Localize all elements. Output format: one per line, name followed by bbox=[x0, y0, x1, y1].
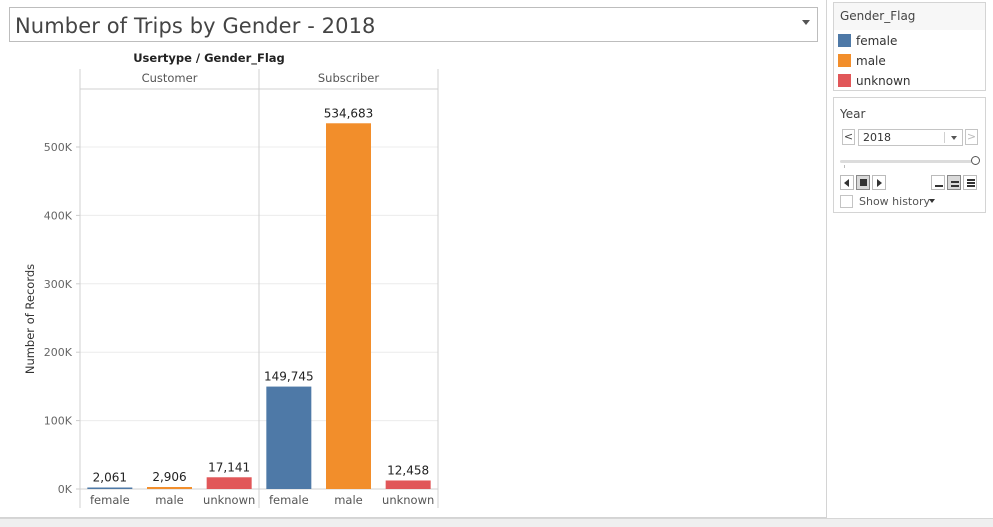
bar-customer-unknown[interactable] bbox=[206, 477, 252, 489]
bar-subscriber-female[interactable] bbox=[266, 386, 312, 489]
page-title: Number of Trips by Gender - 2018 bbox=[15, 14, 376, 38]
data-label: 2,906 bbox=[152, 470, 186, 484]
y-tick-label: 400K bbox=[44, 209, 73, 222]
year-filter: Year < 2018 > Show history bbox=[833, 97, 986, 213]
x-tick-label: unknown bbox=[382, 493, 434, 507]
caret-down-icon[interactable] bbox=[929, 199, 935, 203]
bar-subscriber-male[interactable] bbox=[326, 123, 371, 489]
year-filter-title: Year bbox=[840, 107, 866, 121]
show-history-label: Show history bbox=[859, 195, 931, 208]
x-tick-label: female bbox=[269, 493, 309, 507]
pane-header-customer: Customer bbox=[142, 71, 198, 85]
chart-panel: Number of Trips by Gender - 2018 Usertyp… bbox=[0, 0, 827, 518]
x-tick-label: male bbox=[155, 493, 184, 507]
play-forward-icon bbox=[877, 179, 882, 187]
speed-slow-button[interactable] bbox=[931, 175, 945, 190]
slider-tick bbox=[844, 165, 845, 168]
legend-swatch-female bbox=[838, 34, 851, 47]
legend-swatch-male bbox=[838, 54, 851, 67]
pane-header-subscriber: Subscriber bbox=[318, 71, 380, 85]
stop-icon bbox=[860, 179, 867, 186]
legend-item-female[interactable]: female bbox=[834, 30, 985, 50]
speed-medium-icon bbox=[951, 181, 959, 183]
legend-label: female bbox=[856, 34, 898, 48]
legend-label: unknown bbox=[856, 74, 911, 88]
speed-medium-icon bbox=[951, 185, 959, 187]
select-divider bbox=[944, 132, 945, 143]
year-slider-track[interactable] bbox=[840, 160, 973, 163]
title-dropdown[interactable]: Number of Trips by Gender - 2018 bbox=[9, 7, 818, 42]
speed-fast-icon bbox=[967, 185, 975, 187]
step-back-button[interactable] bbox=[840, 175, 854, 190]
y-tick-label: 300K bbox=[44, 278, 73, 291]
year-next-button[interactable]: > bbox=[965, 129, 978, 145]
year-selected-value: 2018 bbox=[863, 131, 891, 144]
x-tick-label: male bbox=[334, 493, 363, 507]
stop-button[interactable] bbox=[856, 175, 870, 190]
y-tick-label: 200K bbox=[44, 346, 73, 359]
speed-slow-icon bbox=[935, 185, 943, 187]
show-history-checkbox[interactable] bbox=[840, 195, 853, 208]
speed-medium-button[interactable] bbox=[947, 175, 961, 190]
y-tick-label: 500K bbox=[44, 141, 73, 154]
bar-chart: Usertype / Gender_Flag 0K 100K 200K 300K 400K… bbox=[23, 51, 439, 508]
speed-fast-button[interactable] bbox=[963, 175, 977, 190]
status-strip bbox=[0, 518, 993, 527]
x-tick-label: unknown bbox=[203, 493, 255, 507]
step-forward-button[interactable] bbox=[872, 175, 886, 190]
data-label: 2,061 bbox=[93, 471, 127, 485]
speed-fast-icon bbox=[967, 182, 975, 184]
legend-swatch-unknown bbox=[838, 74, 851, 87]
y-axis-label: Number of Records bbox=[23, 264, 37, 374]
legend-item-unknown[interactable]: unknown bbox=[834, 70, 985, 90]
x-tick-label: female bbox=[90, 493, 130, 507]
play-backward-icon bbox=[844, 179, 849, 187]
chevron-down-icon[interactable] bbox=[802, 20, 810, 25]
data-label: 534,683 bbox=[324, 106, 374, 120]
legend-item-male[interactable]: male bbox=[834, 50, 985, 70]
gender-legend: Gender_Flag female male unknown bbox=[833, 2, 986, 91]
y-tick-label: 100K bbox=[44, 415, 73, 428]
year-select[interactable]: 2018 bbox=[858, 129, 963, 146]
legend-label: male bbox=[856, 54, 886, 68]
chevron-down-icon[interactable] bbox=[951, 136, 957, 140]
bar-subscriber-unknown[interactable] bbox=[385, 480, 431, 489]
y-tick-label: 0K bbox=[58, 483, 73, 496]
data-label: 12,458 bbox=[387, 463, 429, 477]
year-slider-thumb[interactable] bbox=[971, 156, 980, 165]
year-prev-button[interactable]: < bbox=[842, 129, 855, 145]
data-label: 149,745 bbox=[264, 370, 314, 384]
legend-title: Gender_Flag bbox=[834, 3, 985, 30]
column-header: Usertype / Gender_Flag bbox=[133, 51, 285, 66]
bar-customer-male[interactable] bbox=[147, 487, 192, 489]
speed-fast-icon bbox=[967, 179, 975, 181]
bar-customer-female[interactable] bbox=[87, 487, 133, 490]
data-label: 17,141 bbox=[208, 460, 250, 474]
